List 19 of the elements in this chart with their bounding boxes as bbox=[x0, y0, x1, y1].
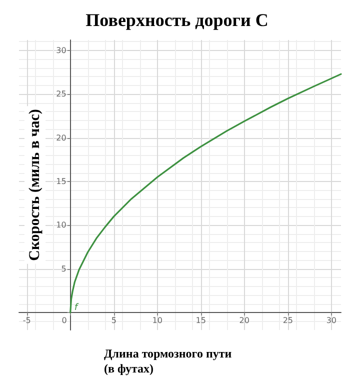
x-tick-label: 25 bbox=[282, 316, 294, 326]
x-tick-label: 0 bbox=[62, 316, 67, 326]
annotation: f bbox=[74, 303, 80, 314]
x-axis-title: Длина тормозного пути (в футах) bbox=[104, 346, 232, 376]
chart-title: Поверхность дороги С bbox=[86, 10, 268, 30]
y-tick-label: 30 bbox=[56, 46, 66, 55]
x-tick-label: 30 bbox=[326, 316, 337, 326]
x-tick-label: 15 bbox=[196, 316, 206, 326]
y-tick-label: 20 bbox=[56, 133, 66, 142]
y-tick-label: 10 bbox=[56, 220, 66, 230]
line-series bbox=[70, 73, 342, 314]
y-tick-label: 25 bbox=[56, 90, 66, 99]
x-tick-label: 20 bbox=[239, 316, 250, 326]
x-tick-label: -5 bbox=[22, 316, 31, 326]
x-tick-label: 10 bbox=[152, 316, 162, 326]
y-tick-label: 15 bbox=[56, 177, 66, 186]
y-tick-label: 5 bbox=[61, 264, 66, 274]
y-axis-title: Скорость (миль в час) bbox=[27, 109, 43, 261]
x-tick-label: 5 bbox=[111, 316, 116, 326]
